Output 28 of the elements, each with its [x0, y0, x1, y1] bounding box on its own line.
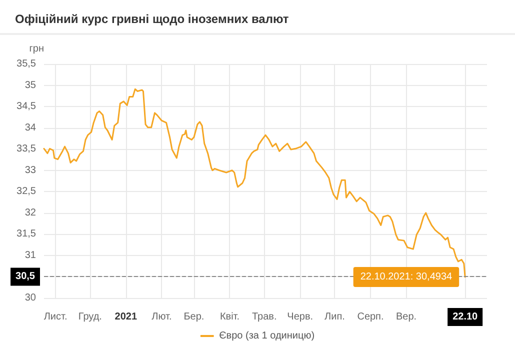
x-tick-label: Лип.	[324, 312, 345, 322]
y-tick-label: 31	[24, 250, 36, 261]
x-tick-label: Лют.	[152, 312, 172, 322]
y-axis-title: грн	[29, 44, 44, 54]
y-tick-label: 32	[24, 207, 36, 218]
y-tick-label: 33	[24, 164, 36, 176]
x-tick-label: Лист.	[44, 312, 68, 322]
x-tick-label: Груд.	[78, 312, 102, 322]
x-tick-label: 22.10	[452, 312, 478, 322]
legend-label: Євро (за 1 одиницю)	[219, 330, 315, 342]
x-tick-label: Бер.	[184, 312, 204, 322]
x-tick-label: Черв.	[287, 312, 314, 322]
x-tick-label: Вер.	[396, 312, 417, 322]
y-tick-label: 30	[24, 292, 36, 304]
y-tick-label: 34,5	[16, 101, 36, 112]
ref-line-label: 30,5	[16, 271, 36, 282]
x-tick-label: Трав.	[252, 312, 277, 322]
x-tick-label: Квіт.	[220, 312, 240, 322]
x-tick-label: Серп.	[357, 312, 384, 322]
y-tick-label: 33,5	[16, 144, 36, 155]
y-tick-label: 35,5	[16, 58, 36, 70]
annotation: 22.10.2021: 30,4934	[360, 272, 453, 283]
x-tick-label: 2021	[114, 312, 138, 322]
chart-title: Офіційний курс гривні щодо іноземних валют	[15, 12, 289, 26]
y-tick-label: 35	[24, 80, 36, 91]
y-tick-label: 34	[24, 122, 36, 134]
y-tick-label: 32,5	[16, 186, 36, 198]
y-tick-label: 31,5	[16, 228, 36, 240]
